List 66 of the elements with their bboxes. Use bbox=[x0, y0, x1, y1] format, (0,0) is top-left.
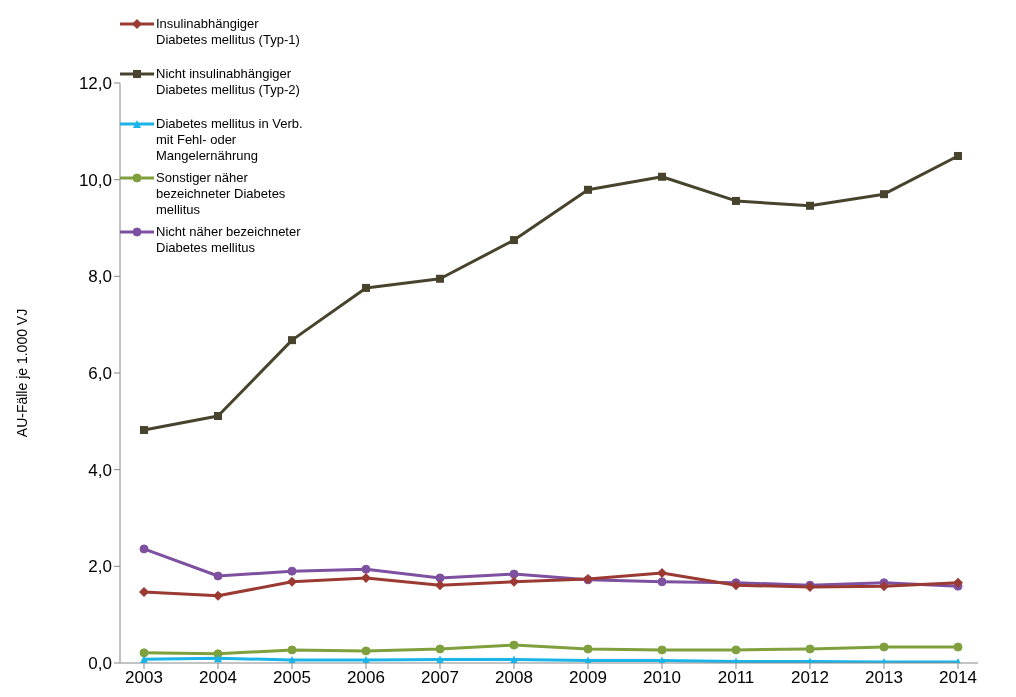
x-tick-label: 2011 bbox=[717, 668, 755, 688]
point bbox=[213, 590, 223, 601]
point bbox=[139, 648, 149, 658]
legend-label: Nicht näher bezeichneter Diabetes mellitus bbox=[156, 224, 302, 256]
point bbox=[732, 196, 740, 205]
x-tick-label: 2008 bbox=[495, 668, 533, 688]
point bbox=[435, 573, 445, 583]
point bbox=[879, 581, 889, 592]
point bbox=[657, 645, 667, 655]
point bbox=[584, 185, 592, 194]
point bbox=[213, 571, 223, 581]
x-tick-label: 2007 bbox=[421, 668, 459, 688]
point bbox=[435, 580, 445, 591]
point bbox=[806, 201, 814, 210]
point bbox=[879, 642, 889, 652]
x-tick-label: 2003 bbox=[125, 668, 163, 688]
x-tick-label: 2006 bbox=[347, 668, 385, 688]
x-tick-label: 2009 bbox=[569, 668, 607, 688]
point bbox=[288, 336, 296, 345]
point bbox=[880, 190, 888, 199]
legend-label: Nicht insulinabhängiger Diabetes mellitus (Typ-2) bbox=[156, 66, 301, 98]
x-tick-label: 2005 bbox=[273, 668, 311, 688]
y-tick-label: 12,0 bbox=[78, 74, 112, 94]
point bbox=[805, 644, 815, 654]
point bbox=[436, 274, 444, 283]
point bbox=[954, 151, 962, 160]
y-tick-label: 6,0 bbox=[88, 364, 112, 384]
point bbox=[139, 544, 149, 554]
point bbox=[657, 568, 667, 579]
point bbox=[509, 569, 519, 579]
point bbox=[287, 576, 297, 587]
x-tick-label: 2010 bbox=[643, 668, 681, 688]
point bbox=[140, 426, 148, 435]
point bbox=[362, 283, 370, 292]
point bbox=[658, 172, 666, 181]
x-tick-label: 2004 bbox=[199, 668, 237, 688]
x-tick-label: 2013 bbox=[865, 668, 903, 688]
point bbox=[510, 236, 518, 245]
x-tick-label: 2012 bbox=[791, 668, 829, 688]
y-tick-label: 10,0 bbox=[78, 170, 112, 190]
point bbox=[509, 576, 519, 587]
point bbox=[140, 655, 148, 663]
y-axis-title: AU-Fälle je 1.000 VJ bbox=[13, 308, 30, 438]
point bbox=[953, 642, 963, 652]
legend-label: Diabetes mellitus in Verb. mit Fehl- oder Mangelernährung bbox=[156, 116, 304, 164]
point bbox=[139, 586, 149, 597]
x-tick-label: 2014 bbox=[939, 668, 977, 688]
legend-label: Sonstiger näher bezeichneter Diabetes mellitus bbox=[156, 170, 287, 218]
y-tick-label: 8,0 bbox=[88, 267, 112, 287]
legend-label: Insulinabhängiger Diabetes mellitus (Typ-1) bbox=[156, 16, 301, 48]
y-tick-label: 4,0 bbox=[88, 460, 112, 480]
point bbox=[509, 640, 519, 650]
point bbox=[953, 577, 963, 588]
point bbox=[583, 644, 593, 654]
y-tick-label: 0,0 bbox=[88, 654, 112, 674]
point bbox=[214, 412, 222, 421]
point bbox=[361, 564, 371, 574]
point bbox=[214, 654, 222, 663]
point bbox=[731, 645, 741, 655]
y-tick-label: 2,0 bbox=[88, 557, 112, 577]
point bbox=[361, 646, 371, 656]
point bbox=[287, 645, 297, 655]
point bbox=[287, 566, 297, 576]
point bbox=[435, 644, 445, 654]
point bbox=[361, 572, 371, 583]
point bbox=[657, 577, 667, 587]
